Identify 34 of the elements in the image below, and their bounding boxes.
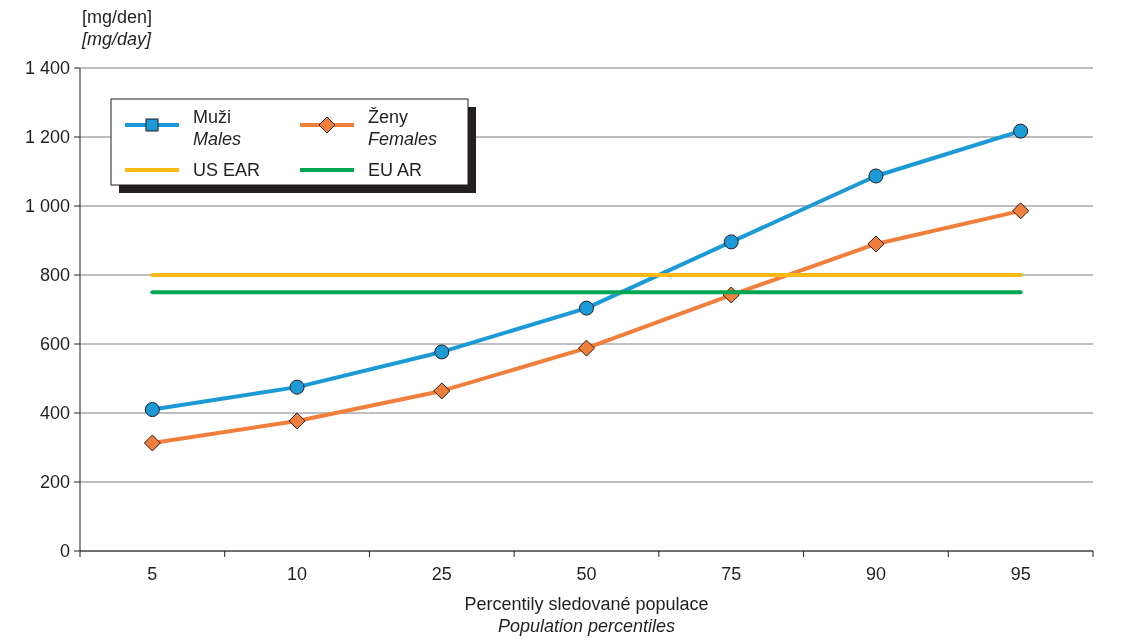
- y-tick-label: 1 200: [24, 127, 70, 148]
- x-axis-title: Percentily sledované populace Population percentiles: [464, 594, 709, 636]
- x-tick-label: 95: [1010, 564, 1031, 584]
- y-tick-label: 600: [39, 334, 70, 355]
- y-tick-label: 200: [39, 472, 70, 493]
- point: [868, 168, 884, 184]
- point: [143, 434, 161, 452]
- point: [1012, 202, 1030, 220]
- x-tick-label: 75: [721, 564, 742, 584]
- point: [1013, 123, 1029, 139]
- legend-label: Muži Males: [193, 107, 242, 149]
- legend-label: Ženy Females: [368, 107, 438, 149]
- x-tick-label: 5: [147, 564, 158, 584]
- y-tick-label: 800: [39, 265, 70, 286]
- x-tick-label: 50: [576, 564, 597, 584]
- point: [433, 382, 451, 400]
- point: [144, 402, 160, 418]
- x-tick-label: 10: [287, 564, 308, 584]
- point: [723, 234, 739, 250]
- y-tick-label: 1 000: [24, 196, 70, 217]
- x-tick-label: 25: [431, 564, 452, 584]
- legend-label: EU AR: [368, 160, 423, 180]
- point: [288, 412, 306, 430]
- y-tick-label: 0: [59, 541, 70, 562]
- point: [578, 339, 595, 357]
- legend-label: US EAR: [193, 160, 261, 180]
- x-tick-label: 90: [865, 564, 886, 584]
- y-tick-label: 400: [39, 403, 70, 424]
- y-tick-label: 1 400: [24, 58, 70, 79]
- point: [867, 235, 885, 253]
- point: [579, 300, 594, 316]
- point: [434, 344, 450, 360]
- point: [289, 379, 305, 395]
- y-axis-title: [mg/den] [mg/day]: [81, 7, 153, 49]
